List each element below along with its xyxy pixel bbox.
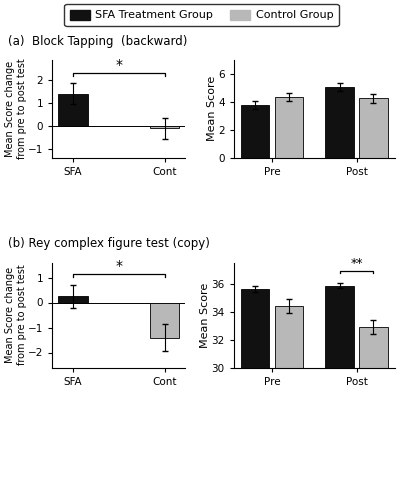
Y-axis label: Mean Score: Mean Score [207,76,217,142]
Bar [58,94,88,126]
Bar [359,98,388,158]
Text: (a)  Block Tapping  (backward): (a) Block Tapping (backward) [8,35,187,48]
Bar [150,126,179,128]
Bar [359,327,388,500]
Bar [241,106,270,158]
Text: **: ** [350,258,363,270]
Text: (b) Rey complex figure test (copy): (b) Rey complex figure test (copy) [8,238,210,250]
Bar [326,286,354,500]
Y-axis label: Mean Score change
from pre to post test: Mean Score change from pre to post test [5,58,27,159]
Bar [326,87,354,158]
Y-axis label: Mean Score change
from pre to post test: Mean Score change from pre to post test [5,264,27,366]
Bar [275,97,303,158]
Legend: SFA Treatment Group, Control Group: SFA Treatment Group, Control Group [64,4,339,26]
Bar [150,302,179,338]
Bar [58,296,88,302]
Bar [241,289,270,500]
Y-axis label: Mean Score: Mean Score [200,282,210,348]
Bar [275,306,303,500]
Text: *: * [115,259,123,273]
Text: *: * [115,58,123,72]
